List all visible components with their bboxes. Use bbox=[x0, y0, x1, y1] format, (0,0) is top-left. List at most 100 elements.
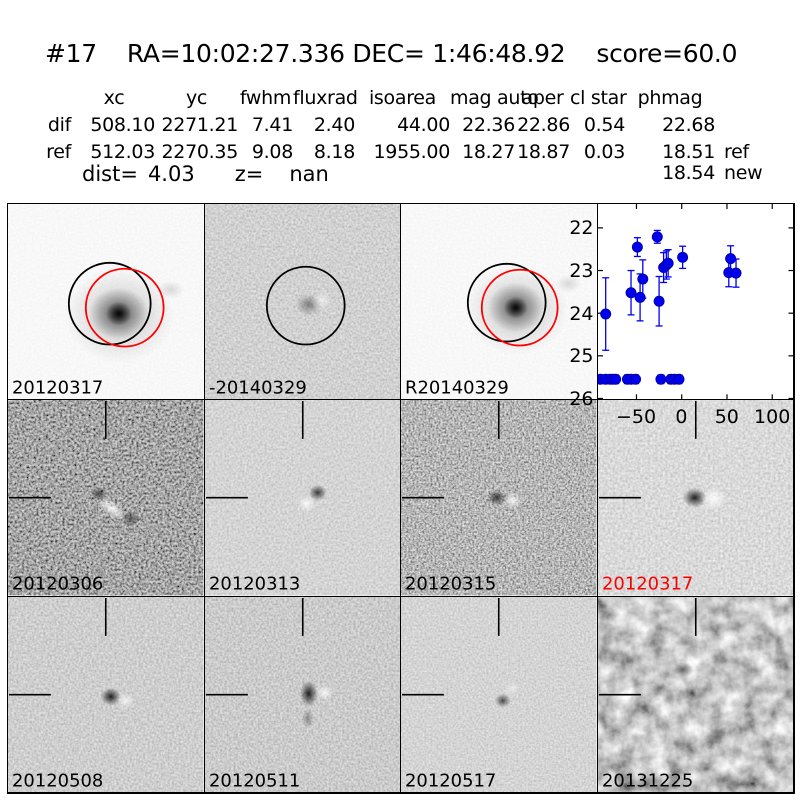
dif-cl-star: 0.54 bbox=[583, 114, 625, 136]
data-point bbox=[673, 373, 684, 385]
phmag-new-value: 18.54 bbox=[662, 162, 715, 184]
source-blob bbox=[156, 280, 185, 299]
col-header-yc: yc bbox=[185, 87, 208, 109]
stamp-date-label: R20140329 bbox=[405, 377, 509, 398]
ref-aper: 18.87 bbox=[517, 141, 570, 163]
dif-isoarea: 44.00 bbox=[397, 114, 450, 136]
row-label-ref: ref bbox=[46, 141, 71, 163]
source-blob bbox=[297, 495, 316, 512]
dist-label: dist= bbox=[82, 162, 138, 186]
data-point bbox=[730, 267, 742, 279]
ref-yc: 2270.35 bbox=[161, 141, 239, 163]
source-blob bbox=[299, 680, 318, 707]
candidate-id: #17 bbox=[45, 39, 97, 68]
stamp-date-label: -20140329 bbox=[208, 377, 306, 398]
stamp-date-label: 20120508 bbox=[12, 770, 103, 791]
source-blob bbox=[308, 485, 327, 501]
stamp-date-label: 20120315 bbox=[405, 574, 496, 595]
source-blob bbox=[315, 684, 334, 701]
stamp-panel-20120517: 20120517 bbox=[401, 596, 598, 793]
stamp-date-label: 20120306 bbox=[12, 574, 103, 595]
aperture-circle-red bbox=[480, 268, 559, 347]
dif-aper: 22.86 bbox=[517, 114, 570, 136]
data-point bbox=[636, 273, 648, 285]
col-header-isoarea: isoarea bbox=[368, 87, 437, 109]
source-blob bbox=[699, 687, 722, 706]
source-blob bbox=[120, 510, 141, 527]
ref-fluxrad: 8.18 bbox=[313, 141, 355, 163]
stamp-date-label: 20120313 bbox=[208, 574, 299, 595]
row-label-dif: dif bbox=[47, 114, 71, 136]
dif-suffix bbox=[715, 112, 760, 139]
dif-phmag: 22.68 bbox=[662, 114, 715, 136]
stamp-date-label: 20120517 bbox=[405, 770, 496, 791]
page-title: #17 RA=10:02:27.336 DEC= 1:46:48.92 score=… bbox=[45, 39, 737, 68]
source-blob bbox=[503, 296, 528, 319]
source-blob bbox=[503, 493, 522, 509]
aperture-circle-black bbox=[466, 262, 547, 343]
stamp-panel-20120508: 20120508 bbox=[8, 596, 205, 793]
col-header-xc: xc bbox=[103, 87, 125, 109]
source-blob bbox=[706, 728, 729, 745]
data-point bbox=[629, 373, 641, 385]
stamp-panel-20120317: 20120317 bbox=[8, 204, 205, 401]
phmag-new-row: 18.54 new bbox=[625, 160, 763, 187]
lightcurve-plot bbox=[597, 204, 794, 401]
stamp-grid: 20120317 -20140329 R20140329 −50 0 50 100 22 23 2… bbox=[7, 203, 795, 794]
source-blob bbox=[673, 661, 694, 678]
ref-phmag: 18.51 bbox=[662, 141, 715, 163]
dif-fluxrad: 2.40 bbox=[313, 114, 355, 136]
phmag-new-suffix: new bbox=[724, 162, 763, 184]
source-blob bbox=[682, 488, 707, 508]
col-header-aper: aper bbox=[521, 87, 564, 109]
data-point bbox=[631, 241, 643, 253]
stamp-date-label: 20120317 bbox=[601, 574, 692, 595]
source-blob bbox=[494, 693, 511, 708]
source-blob bbox=[700, 488, 727, 510]
candidate-score: score=60.0 bbox=[596, 39, 738, 68]
data-point bbox=[599, 308, 611, 320]
ref-cl-star: 0.03 bbox=[583, 141, 625, 163]
z-label: z= bbox=[234, 162, 264, 186]
ref-fwhm: 9.08 bbox=[251, 141, 293, 163]
data-point bbox=[654, 373, 666, 385]
col-header-fwhm: fwhm bbox=[239, 87, 292, 109]
col-header-phmag: phmag bbox=[637, 87, 703, 109]
source-blob bbox=[116, 692, 135, 709]
stamp-date-label: 20120317 bbox=[12, 377, 103, 398]
source-blob bbox=[105, 301, 132, 326]
stamp-panel-20120315: 20120315 bbox=[401, 400, 598, 597]
dif-fwhm: 7.41 bbox=[251, 114, 293, 136]
ref-isoarea: 1955.00 bbox=[373, 141, 451, 163]
ref-suffix: ref bbox=[724, 141, 749, 163]
data-point bbox=[676, 251, 688, 263]
data-point bbox=[662, 257, 674, 269]
data-point bbox=[653, 295, 665, 307]
ref-xc: 512.03 bbox=[90, 141, 155, 163]
col-header-fluxrad: fluxrad bbox=[293, 87, 358, 109]
col-header-blank bbox=[8, 85, 73, 112]
stamp-panel-20120306: 20120306 bbox=[8, 400, 205, 597]
stamp-panel-20120317: 20120317 bbox=[597, 400, 794, 597]
dist-z-line: dist= 4.03 z= nan bbox=[82, 162, 329, 186]
data-point bbox=[634, 291, 646, 303]
stamp-date-label: 20131225 bbox=[601, 770, 692, 791]
aperture-circle-black bbox=[67, 261, 152, 346]
source-blob bbox=[301, 708, 314, 729]
col-header-mag-auto: mag auto bbox=[450, 87, 539, 109]
source-blob bbox=[486, 490, 507, 506]
col-header-suffix bbox=[715, 85, 760, 112]
stamp-panel-R20140329: R20140329 bbox=[401, 204, 598, 401]
source-blob bbox=[96, 497, 127, 521]
dist-value: 4.03 bbox=[147, 162, 195, 186]
ref-mag-auto: 18.27 bbox=[462, 141, 515, 163]
stamp-date-label: 20120511 bbox=[208, 770, 299, 791]
source-blob bbox=[311, 291, 332, 310]
aperture-circle-red bbox=[84, 267, 165, 348]
photometry-table: xc yc fwhm fluxrad isoarea mag auto aper… bbox=[8, 85, 760, 166]
source-blob bbox=[89, 487, 108, 501]
source-blob bbox=[100, 687, 121, 706]
data-point bbox=[625, 287, 637, 299]
candidate-coordinates: RA=10:02:27.336 DEC= 1:46:48.92 bbox=[126, 39, 566, 68]
